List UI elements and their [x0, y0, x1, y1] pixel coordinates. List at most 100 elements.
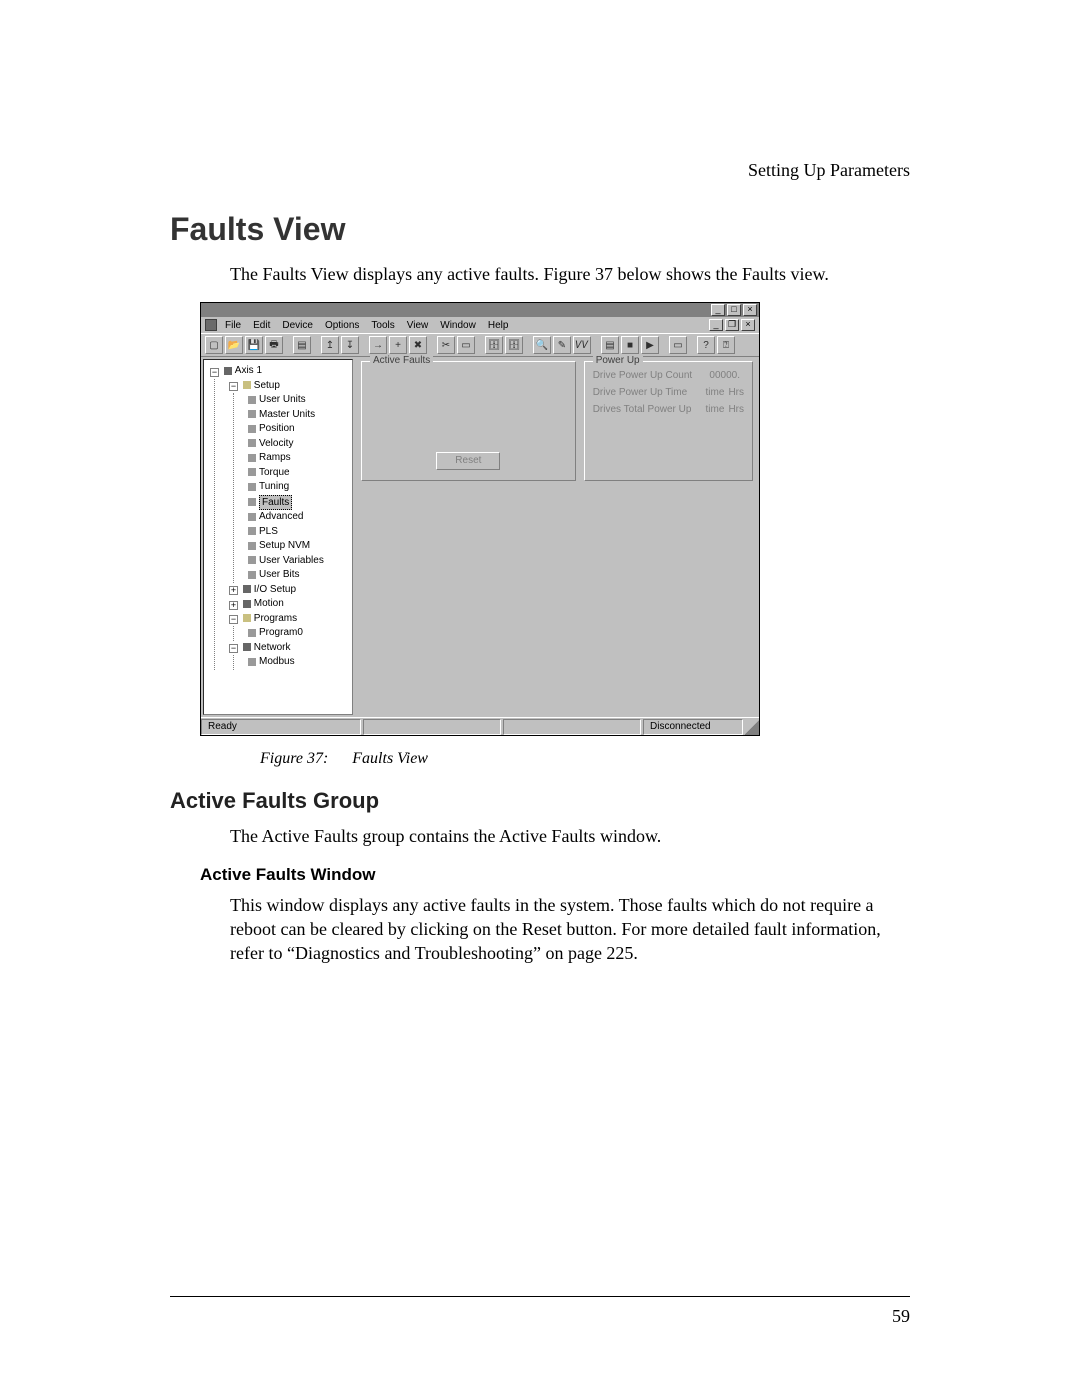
toolbar-button[interactable]: ▤	[293, 336, 311, 354]
tree-axis1[interactable]: Axis 1	[235, 364, 262, 377]
tree-item[interactable]: User Bits	[259, 568, 300, 581]
param-icon	[248, 468, 256, 476]
tree-faults-selected[interactable]: Faults	[259, 495, 292, 510]
reset-button[interactable]: Reset	[436, 452, 500, 470]
status-middle	[363, 719, 501, 735]
toolbar-button[interactable]: 𝑉𝑉	[573, 336, 591, 354]
pu-unit: Hrs	[728, 404, 744, 415]
toolbar-separator	[429, 336, 435, 354]
toolbar-button[interactable]: ↧	[341, 336, 359, 354]
toolbar-button[interactable]: ⍰	[717, 336, 735, 354]
section-breadcrumb: Setting Up Parameters	[170, 160, 910, 181]
toolbar-button[interactable]: ↥	[321, 336, 339, 354]
tree-item[interactable]: User Units	[259, 393, 306, 406]
expand-icon[interactable]: +	[229, 601, 238, 610]
close-button[interactable]: ×	[743, 304, 757, 316]
tree-program0[interactable]: Program0	[259, 626, 303, 639]
toolbar-button[interactable]: 🖶	[265, 336, 283, 354]
toolbar-button[interactable]: ?	[697, 336, 715, 354]
menu-view[interactable]: View	[403, 320, 433, 331]
setup-icon	[243, 381, 251, 389]
toolbar-button[interactable]: ▭	[669, 336, 687, 354]
tree-item[interactable]: Setup NVM	[259, 539, 310, 552]
menu-help[interactable]: Help	[484, 320, 513, 331]
param-icon	[248, 556, 256, 564]
expand-icon[interactable]: +	[229, 586, 238, 595]
toolbar-separator	[477, 336, 483, 354]
app-icon	[205, 319, 217, 331]
tree-iosetup[interactable]: I/O Setup	[254, 583, 296, 596]
param-icon	[248, 425, 256, 433]
toolbar-button[interactable]: →	[369, 336, 387, 354]
menu-bar: File Edit Device Options Tools View Wind…	[201, 317, 759, 333]
maximize-button[interactable]: □	[727, 304, 741, 316]
mdi-controls: _ ❐ ×	[709, 319, 755, 331]
toolbar-button[interactable]: ▤	[601, 336, 619, 354]
network-icon	[243, 643, 251, 651]
expand-icon[interactable]: −	[229, 382, 238, 391]
toolbar-separator	[525, 336, 531, 354]
menu-window[interactable]: Window	[436, 320, 480, 331]
toolbar-button[interactable]: ✖	[409, 336, 427, 354]
menu-device[interactable]: Device	[278, 320, 317, 331]
tree-motion[interactable]: Motion	[254, 597, 284, 610]
pu-value: time	[706, 404, 725, 415]
pu-label: Drive Power Up Count	[593, 370, 692, 381]
resize-grip-icon[interactable]	[745, 719, 759, 735]
tree-item[interactable]: Torque	[259, 466, 290, 479]
toolbar-button[interactable]: +	[389, 336, 407, 354]
minimize-button[interactable]: _	[711, 304, 725, 316]
toolbar-button[interactable]: ▭	[457, 336, 475, 354]
tree-item[interactable]: Ramps	[259, 451, 291, 464]
axis-icon	[224, 367, 232, 375]
param-icon	[248, 571, 256, 579]
toolbar-separator	[689, 336, 695, 354]
tree-setup[interactable]: Setup	[254, 379, 280, 392]
param-icon	[248, 483, 256, 491]
toolbar-button[interactable]: 🔍	[533, 336, 551, 354]
toolbar-button[interactable]: 💾	[245, 336, 263, 354]
tree-programs[interactable]: Programs	[254, 612, 297, 625]
toolbar-separator	[661, 336, 667, 354]
power-up-row: Drive Power Up TimetimeHrs	[593, 387, 744, 398]
expand-icon[interactable]: −	[229, 644, 238, 653]
tree-network[interactable]: Network	[254, 641, 291, 654]
footer-rule	[170, 1296, 910, 1297]
heading-faults-view: Faults View	[170, 211, 910, 248]
tree-item[interactable]: PLS	[259, 525, 278, 538]
menu-options[interactable]: Options	[321, 320, 363, 331]
motion-icon	[243, 600, 251, 608]
tree-item[interactable]: Velocity	[259, 437, 293, 450]
tree-item[interactable]: User Variables	[259, 554, 324, 567]
toolbar-button[interactable]: ✎	[553, 336, 571, 354]
caption-title: Faults View	[352, 750, 428, 767]
heading-active-faults-window: Active Faults Window	[200, 865, 910, 885]
intro-paragraph: The Faults View displays any active faul…	[230, 262, 910, 286]
toolbar-button[interactable]: ▶	[641, 336, 659, 354]
power-up-row: Drive Power Up Count00000.	[593, 370, 744, 381]
mdi-close-button[interactable]: ×	[741, 319, 755, 331]
power-up-label: Power Up	[593, 355, 643, 366]
tree-item[interactable]: Tuning	[259, 480, 289, 493]
tree-item[interactable]: Advanced	[259, 510, 303, 523]
mdi-restore-button[interactable]: ❐	[725, 319, 739, 331]
toolbar-button[interactable]: 🗄	[505, 336, 523, 354]
toolbar-button[interactable]: 🗄	[485, 336, 503, 354]
expand-icon[interactable]: −	[229, 615, 238, 624]
mdi-minimize-button[interactable]: _	[709, 319, 723, 331]
menu-edit[interactable]: Edit	[249, 320, 274, 331]
tree-view[interactable]: − Axis 1 − Setup User UnitsMaster UnitsP…	[203, 359, 353, 715]
toolbar-button[interactable]: 📂	[225, 336, 243, 354]
toolbar-button[interactable]: ✂	[437, 336, 455, 354]
param-icon	[248, 454, 256, 462]
titlebar: _ □ ×	[201, 303, 759, 317]
menu-file[interactable]: File	[221, 320, 245, 331]
expand-icon[interactable]: −	[210, 368, 219, 377]
tree-modbus[interactable]: Modbus	[259, 655, 295, 668]
toolbar-button[interactable]: ■	[621, 336, 639, 354]
menu-tools[interactable]: Tools	[367, 320, 398, 331]
tree-item[interactable]: Master Units	[259, 408, 315, 421]
toolbar-button[interactable]: ▢	[205, 336, 223, 354]
tree-item[interactable]: Position	[259, 422, 295, 435]
pu-label: Drive Power Up Time	[593, 387, 687, 398]
